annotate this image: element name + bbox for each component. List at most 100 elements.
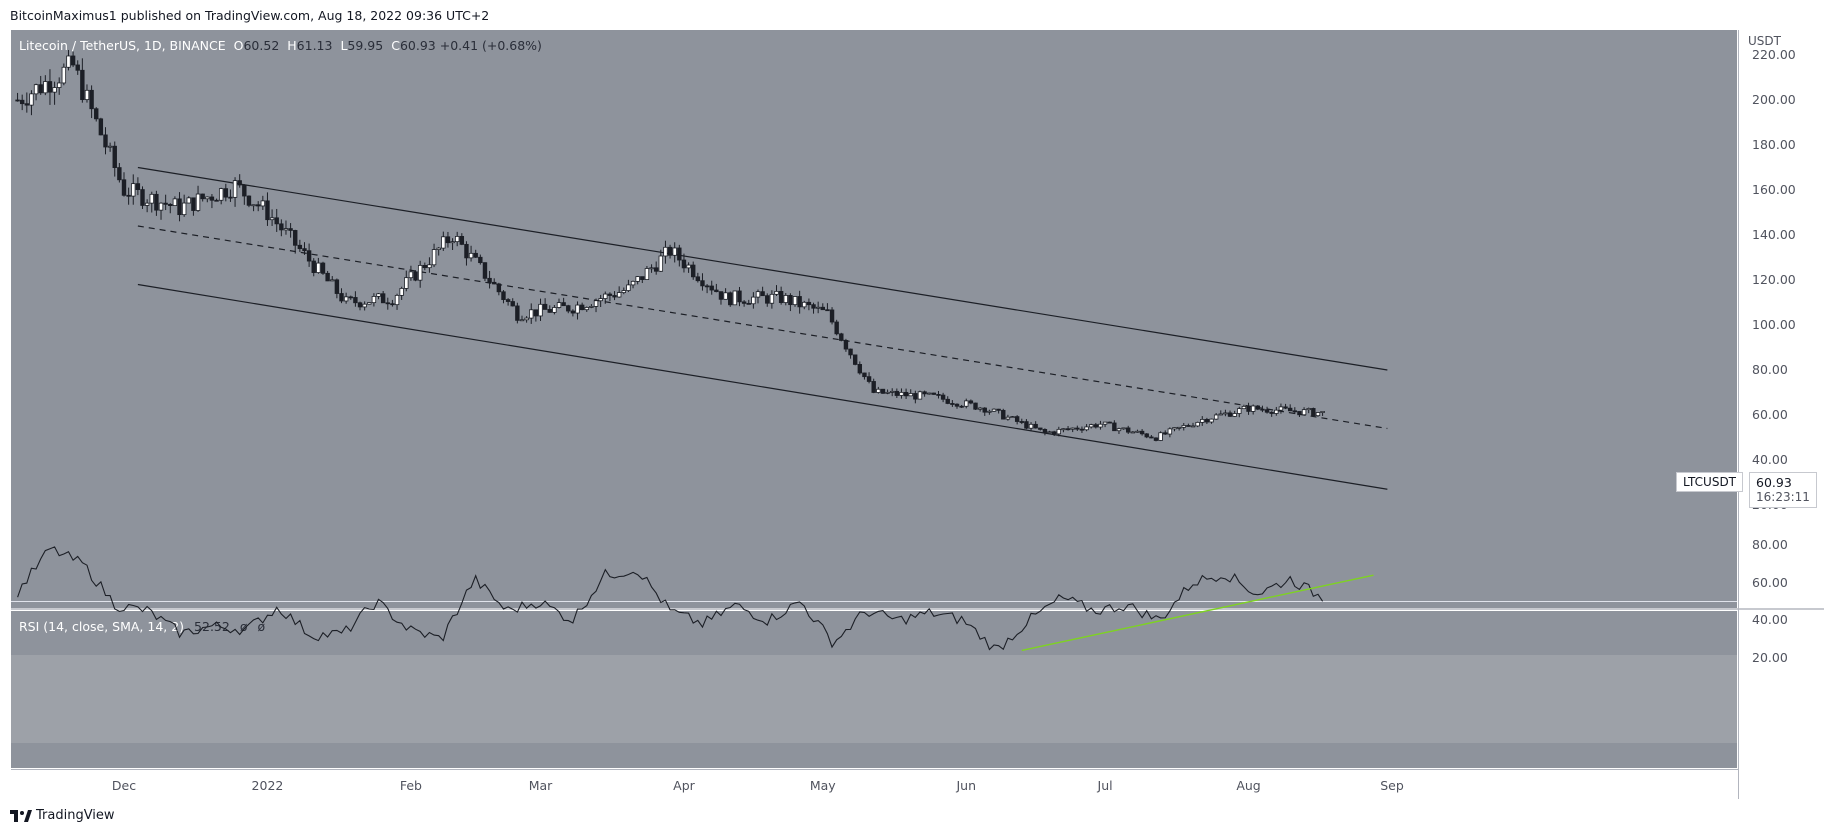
price-chart-panel[interactable]: Litecoin / TetherUS, 1D, BINANCE O60.52 … <box>11 30 1737 608</box>
candle-up <box>644 268 650 280</box>
candle-down <box>681 259 687 269</box>
candle-up <box>450 241 455 244</box>
candle-up <box>723 292 728 300</box>
time-axis-label: Sep <box>1380 778 1404 793</box>
candle-up <box>1250 405 1256 412</box>
candle-down <box>487 277 492 283</box>
candle-up <box>1315 412 1321 417</box>
candle-down <box>237 180 242 186</box>
candle-down <box>765 295 770 304</box>
time-axis-label: Jul <box>1097 778 1113 793</box>
candle-up <box>1088 424 1094 428</box>
tradingview-logo-icon <box>10 809 32 822</box>
channel-middle-line <box>137 225 1388 430</box>
ohlc-open-value: 60.52 <box>243 38 280 53</box>
price-tick: 40.00 <box>1752 452 1788 467</box>
rsi-axis[interactable]: 80.00 60.00 40.00 20.00 <box>1738 537 1824 768</box>
candle-down <box>464 243 469 259</box>
candle-down <box>1292 410 1298 413</box>
candle-down <box>848 348 853 356</box>
candle-down <box>24 103 30 106</box>
candle-down <box>200 193 205 200</box>
candle-down <box>311 260 316 273</box>
candle-down <box>103 134 108 148</box>
candle-up <box>144 202 150 206</box>
symbol-tag: LTCUSDT <box>1676 472 1744 492</box>
candle-up <box>649 267 654 270</box>
candle-down <box>390 303 395 306</box>
candle-up <box>1098 423 1103 428</box>
symbol-title: Litecoin / TetherUS, 1D, BINANCE <box>19 38 226 53</box>
candle-down <box>209 196 215 201</box>
candle-up <box>783 295 788 303</box>
candle-up <box>927 392 932 395</box>
candle-up <box>43 81 48 94</box>
candle-down <box>1246 405 1251 412</box>
candle-up <box>885 391 890 394</box>
candle-up <box>149 193 154 204</box>
candle-up <box>427 264 432 269</box>
candle-up <box>158 202 164 211</box>
candle-down <box>168 203 173 206</box>
candle-up <box>436 247 441 250</box>
candle-up <box>1190 425 1196 428</box>
price-unit: USDT <box>1748 34 1781 48</box>
time-axis-label: Aug <box>1236 778 1261 793</box>
price-axis[interactable]: USDT 220.00 200.00 180.00 160.00 140.00 120.0… <box>1738 30 1824 608</box>
candle-up <box>260 200 266 207</box>
candle-down <box>894 390 900 396</box>
candle-up <box>1010 416 1015 419</box>
candle-up <box>283 228 289 231</box>
candle-down <box>288 228 293 231</box>
candle-up <box>802 301 807 308</box>
candle-up <box>1061 428 1066 431</box>
price-tick: 100.00 <box>1752 317 1796 332</box>
rsi-trendline <box>1021 574 1374 652</box>
candle-up <box>589 306 594 308</box>
candle-down <box>246 195 252 206</box>
candle-down <box>228 196 233 199</box>
rsi-value: 52.52 <box>194 619 230 634</box>
candle-up <box>1056 428 1062 435</box>
candle-down <box>515 305 520 321</box>
candle-down <box>973 402 978 410</box>
candle-up <box>394 294 400 306</box>
candle-down <box>714 289 719 293</box>
candle-down <box>607 293 613 296</box>
candle-down <box>256 204 261 207</box>
ohlc-open-key: O <box>233 38 244 53</box>
candle-up <box>1176 426 1182 429</box>
rsi-legend: RSI (14, close, SMA, 14, 2) 52.52 ø ø <box>19 619 265 634</box>
candle-down <box>1163 432 1168 435</box>
rsi-tick: 60.00 <box>1752 574 1788 590</box>
candle-down <box>1051 431 1057 435</box>
candle-down <box>1204 419 1210 423</box>
candle-up <box>399 288 404 296</box>
candle-down <box>1186 425 1191 427</box>
rsi-tick: 20.00 <box>1752 650 1788 665</box>
candle-down <box>1107 421 1112 424</box>
candle-down <box>1038 427 1043 430</box>
candle-down <box>704 285 710 288</box>
panel-separator[interactable] <box>11 608 1824 610</box>
candle-down <box>913 393 918 400</box>
candle-up <box>205 196 210 200</box>
candle-down <box>667 246 673 256</box>
candle-up <box>29 93 34 106</box>
ohlc-high-key: H <box>287 38 297 53</box>
candle-down <box>677 247 682 261</box>
time-axis-label: Jun <box>956 778 976 793</box>
candle-down <box>806 301 812 306</box>
candle-down <box>653 267 659 272</box>
candle-up <box>991 408 997 412</box>
candle-up <box>1237 408 1242 414</box>
rsi-panel[interactable]: RSI (14, close, SMA, 14, 2) 52.52 ø ø <box>11 611 1737 768</box>
candle-down <box>306 250 312 262</box>
candle-down <box>968 400 974 404</box>
candle-up <box>1102 421 1108 425</box>
candle-down <box>348 296 353 299</box>
candle-up <box>404 277 409 289</box>
time-axis[interactable]: Dec 2022 Feb Mar Apr May Jun Jul Aug Sep <box>11 769 1738 800</box>
candle-up <box>107 145 113 148</box>
candle-down <box>478 256 483 264</box>
